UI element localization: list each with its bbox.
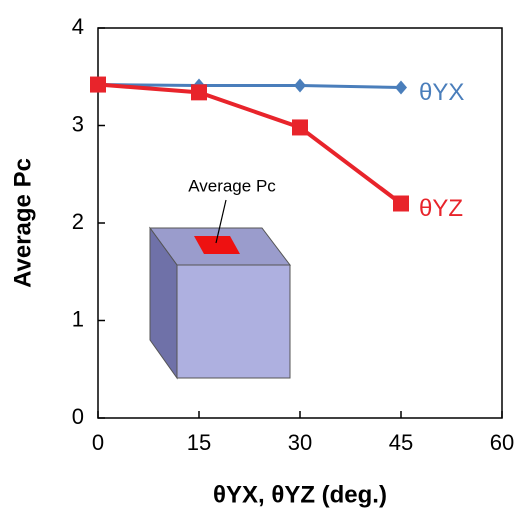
y-tick-label: 2 [72, 209, 84, 234]
marker [191, 84, 207, 100]
cube-front [177, 265, 290, 378]
y-axis-title: Average Pc [9, 158, 36, 288]
chart: Average Pc θYX, θYZ (deg.) Average Pc 0 1… [0, 0, 532, 519]
marker [395, 80, 407, 94]
x-tick-label: 0 [92, 430, 104, 455]
y-tick-label: 3 [72, 111, 84, 136]
x-tick-label: 15 [187, 430, 211, 455]
marker [90, 77, 106, 93]
x-axis-title: θYX, θYZ (deg.) [213, 481, 387, 508]
marker [393, 196, 409, 212]
y-tick-label: 4 [72, 14, 84, 39]
marker [292, 119, 308, 135]
x-tick-label: 60 [490, 430, 514, 455]
y-tick-label: 1 [72, 306, 84, 331]
legend-label: θYZ [419, 195, 463, 222]
x-tick-label: 45 [389, 430, 413, 455]
inset-cube: Average Pc [150, 176, 290, 378]
legend-label: θYX [419, 79, 464, 106]
x-tick-label: 30 [288, 430, 312, 455]
marker [294, 79, 306, 93]
y-tick-label: 0 [72, 404, 84, 429]
inset-label: Average Pc [188, 176, 276, 195]
